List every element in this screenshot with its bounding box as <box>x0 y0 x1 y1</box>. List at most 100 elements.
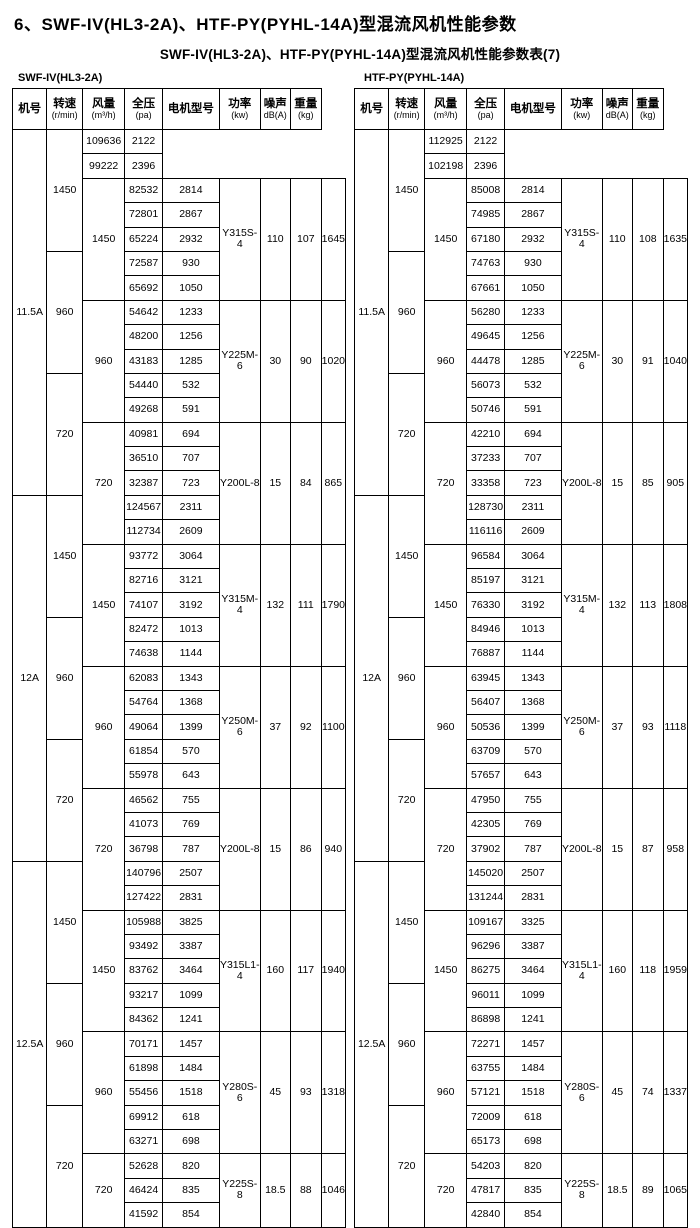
cell-power: 15 <box>259 787 291 911</box>
cell-pressure: 1241 <box>161 1007 220 1033</box>
cell-flow: 48200 <box>124 324 163 350</box>
col-header-pressure-unit: (pa) <box>477 109 494 120</box>
cell-flow: 93492 <box>124 933 163 960</box>
cell-rpm: 1450 <box>46 129 84 252</box>
cell-model: Y200L-8 <box>560 421 603 545</box>
cell-flow: 140796 <box>124 860 163 887</box>
cell-flow: 128730 <box>466 494 505 521</box>
cell-weight: 1940 <box>320 909 347 1033</box>
cell-weight: 1318 <box>320 1031 347 1155</box>
cell-model: Y315L1-4 <box>218 909 261 1033</box>
col-header-weight-unit: (kg) <box>640 109 656 120</box>
cell-power: 15 <box>601 421 633 545</box>
cell-rpm: 1450 <box>82 909 126 1033</box>
table-row: 50746 591 <box>355 397 688 423</box>
cell-machine: 11.5A <box>353 129 390 496</box>
table-row: 44478 1285 <box>355 348 688 374</box>
cell-pressure: 3464 <box>503 958 562 984</box>
spec-table-htf-py: 机号 转速 (r/min) 风量 (m³/h) 全压 (pa) 电机型号 功率 (kw) 噪声 dB(… <box>353 88 689 1228</box>
cell-power: 30 <box>259 299 291 423</box>
cell-power: 45 <box>601 1031 633 1155</box>
cell-weight: 1020 <box>320 299 347 423</box>
table-row: 37233 707 <box>355 446 688 472</box>
col-header-weight-label: 重量 <box>636 97 660 110</box>
table-row: 720 42210 694 Y200L-8 15 85 905 <box>355 421 689 545</box>
table-row: 43183 1285 <box>13 348 346 374</box>
cell-flow: 46424 <box>124 1177 163 1204</box>
table-row: 720 40981 694 Y200L-8 15 84 865 <box>13 421 347 545</box>
table-row: 41073 769 <box>13 811 346 838</box>
cell-flow: 83762 <box>124 958 163 984</box>
cell-noise: 117 <box>289 909 322 1033</box>
cell-pressure: 769 <box>503 811 562 838</box>
table-row: 960 56280 1233 Y225M-6 30 91 1040 <box>355 299 689 423</box>
cell-power: 15 <box>259 421 291 545</box>
cell-weight: 1118 <box>662 665 689 789</box>
cell-power: 45 <box>259 1031 291 1155</box>
cell-flow: 109636 <box>82 128 126 155</box>
cell-flow: 63945 <box>466 665 505 691</box>
cell-rpm: 960 <box>46 982 84 1106</box>
cell-pressure: 532 <box>161 372 220 399</box>
cell-flow: 46562 <box>124 787 163 813</box>
cell-power: 132 <box>259 543 291 667</box>
col-header-machine-label: 机号 <box>360 102 384 115</box>
cell-pressure: 643 <box>503 763 562 789</box>
cell-noise: 93 <box>631 665 664 789</box>
col-header-weight-unit: (kg) <box>298 109 314 120</box>
cell-rpm: 960 <box>388 616 426 740</box>
cell-pressure: 1233 <box>161 299 220 326</box>
section-label-left: SWF-IV(HL3-2A) <box>18 72 103 84</box>
cell-pressure: 755 <box>503 787 562 813</box>
cell-flow: 65173 <box>466 1129 505 1155</box>
cell-rpm: 720 <box>82 1153 126 1228</box>
cell-pressure: 1518 <box>161 1080 220 1106</box>
cell-flow: 85197 <box>466 568 505 594</box>
cell-rpm: 960 <box>388 250 426 374</box>
cell-pressure: 3325 <box>503 909 562 935</box>
cell-flow: 37902 <box>466 836 505 862</box>
cell-flow: 69912 <box>124 1104 163 1131</box>
cell-flow: 112925 <box>424 128 468 155</box>
cell-pressure: 1399 <box>503 714 562 740</box>
cell-rpm: 720 <box>424 1153 468 1228</box>
cell-rpm: 960 <box>424 1031 468 1155</box>
cell-flow: 49064 <box>124 714 163 740</box>
cell-weight: 865 <box>320 421 347 545</box>
col-header-weight-label: 重量 <box>294 97 318 110</box>
cell-rpm: 960 <box>388 982 426 1106</box>
cell-pressure: 618 <box>161 1104 220 1131</box>
cell-flow: 42840 <box>466 1202 505 1228</box>
cell-pressure: 2609 <box>161 519 220 545</box>
cell-pressure: 835 <box>503 1177 562 1204</box>
cell-flow: 67180 <box>466 226 505 252</box>
cell-noise: 91 <box>631 299 664 423</box>
table-row: 12A 1450 124567 2311 <box>11 494 346 862</box>
table-row: 1450 96584 3064 Y315M-4 132 113 1808 <box>355 543 689 667</box>
cell-flow: 74638 <box>124 641 163 667</box>
col-header-flow: 风量 (m³/h) <box>424 88 468 130</box>
cell-flow: 52628 <box>124 1153 163 1179</box>
cell-flow: 65692 <box>124 275 163 301</box>
cell-flow: 62083 <box>124 665 163 691</box>
cell-noise: 90 <box>289 299 322 423</box>
col-header-power-unit: (kw) <box>573 109 591 120</box>
table-row: 74107 3192 <box>13 592 346 618</box>
cell-pressure: 787 <box>503 836 562 862</box>
cell-flow: 50746 <box>466 397 505 423</box>
col-header-model-label: 电机型号 <box>509 102 556 115</box>
table-row: 960 82472 1013 <box>13 616 346 740</box>
cell-flow: 86275 <box>466 958 505 984</box>
cell-pressure: 835 <box>161 1177 220 1204</box>
cell-flow: 85008 <box>466 177 505 204</box>
cell-flow: 76887 <box>466 641 505 667</box>
cell-power: 15 <box>601 787 633 911</box>
cell-flow: 72587 <box>124 250 163 277</box>
table-row: 1450 93772 3064 Y315M-4 132 111 1790 <box>13 543 347 667</box>
cell-model: Y200L-8 <box>560 787 603 911</box>
cell-flow: 36798 <box>124 836 163 862</box>
cell-flow: 56280 <box>466 299 505 326</box>
cell-rpm: 720 <box>46 372 84 496</box>
table-header-row: 机号 转速 (r/min) 风量 (m³/h) 全压 (pa) 电机型号 功率 (kw) 噪声 dB(… <box>11 88 346 130</box>
col-header-flow-label: 风量 <box>92 97 116 110</box>
